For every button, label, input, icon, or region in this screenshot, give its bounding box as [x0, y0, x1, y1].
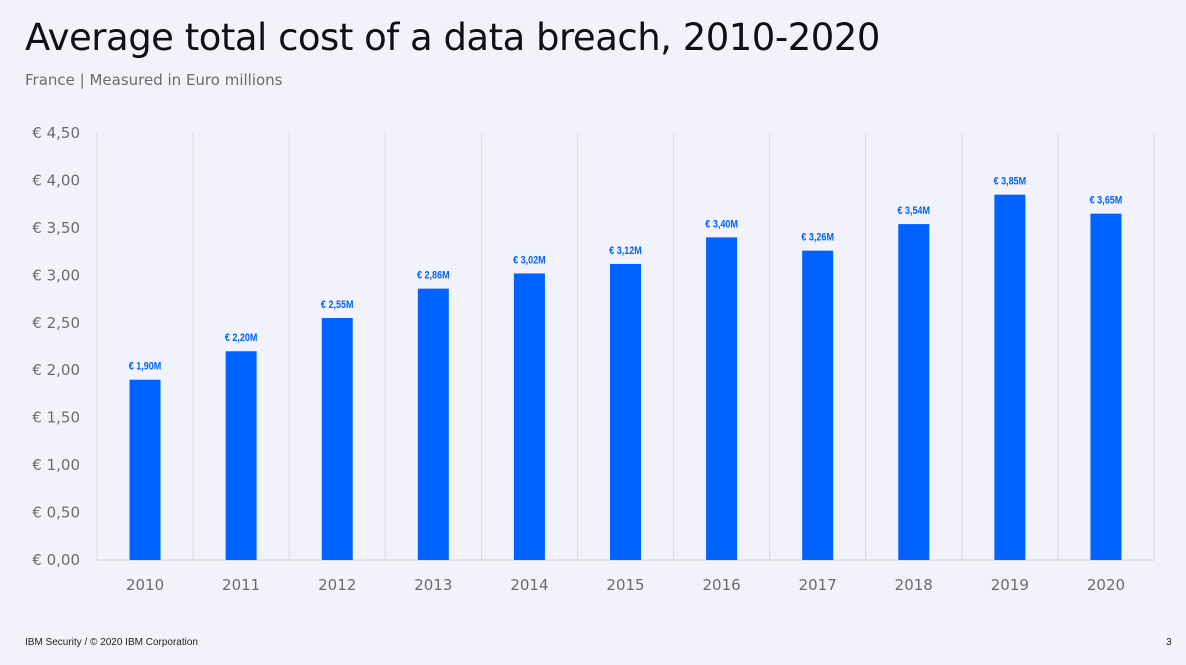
- bar: [417, 288, 449, 560]
- data-label: € 3,65M: [1090, 195, 1123, 207]
- data-label: € 3,02M: [513, 255, 546, 267]
- bar: [802, 250, 834, 560]
- data-label: € 3,85M: [994, 176, 1027, 188]
- y-tick-label: € 4,50: [32, 124, 80, 142]
- bar: [994, 194, 1026, 560]
- y-tick-label: € 2,50: [32, 314, 80, 332]
- page-subtitle: France | Measured in Euro millions: [25, 71, 283, 89]
- y-tick-label: € 1,50: [32, 409, 80, 427]
- bar: [898, 224, 930, 561]
- x-tick-label: 2013: [414, 576, 452, 594]
- footer-copyright: IBM Security / © 2020 IBM Corporation: [25, 637, 198, 648]
- data-label: € 2,20M: [225, 332, 258, 344]
- bar: [513, 273, 545, 560]
- bar: [321, 318, 353, 560]
- page-number: 3: [1166, 637, 1172, 648]
- x-tick-label: 2011: [222, 576, 260, 594]
- x-tick-label: 2018: [895, 576, 933, 594]
- x-tick-label: 2012: [318, 576, 356, 594]
- x-tick-label: 2019: [991, 576, 1029, 594]
- y-tick-label: € 0,00: [32, 551, 80, 569]
- y-tick-label: € 3,50: [32, 219, 80, 237]
- data-label: € 1,90M: [129, 361, 162, 373]
- x-tick-label: 2010: [126, 576, 164, 594]
- y-tick-label: € 4,00: [32, 171, 80, 189]
- x-tick-label: 2020: [1087, 576, 1125, 594]
- x-tick-label: 2014: [510, 576, 548, 594]
- y-tick-label: € 0,50: [32, 504, 80, 522]
- bar: [225, 351, 257, 560]
- data-label: € 3,12M: [609, 245, 642, 257]
- x-tick-label: 2017: [799, 576, 837, 594]
- x-tick-label: 2016: [702, 576, 740, 594]
- bar: [1090, 213, 1122, 560]
- data-label: € 3,26M: [801, 232, 834, 244]
- data-label: € 3,40M: [705, 219, 738, 231]
- x-tick-label: 2015: [606, 576, 644, 594]
- bar: [610, 263, 641, 560]
- page-title: Average total cost of a data breach, 201…: [25, 16, 880, 59]
- y-tick-label: € 2,00: [32, 361, 80, 379]
- data-label: € 2,55M: [321, 299, 354, 311]
- y-tick-label: € 3,00: [32, 266, 80, 284]
- bar: [706, 237, 738, 560]
- data-label: € 2,86M: [417, 270, 450, 282]
- y-tick-label: € 1,00: [32, 456, 80, 474]
- bar-chart: € 0,00 € 0,50 € 1,00 € 1,50 € 2,00 € 2,50 € 3,…: [32, 124, 1155, 594]
- data-label: € 3,54M: [897, 205, 930, 217]
- bar: [129, 379, 161, 560]
